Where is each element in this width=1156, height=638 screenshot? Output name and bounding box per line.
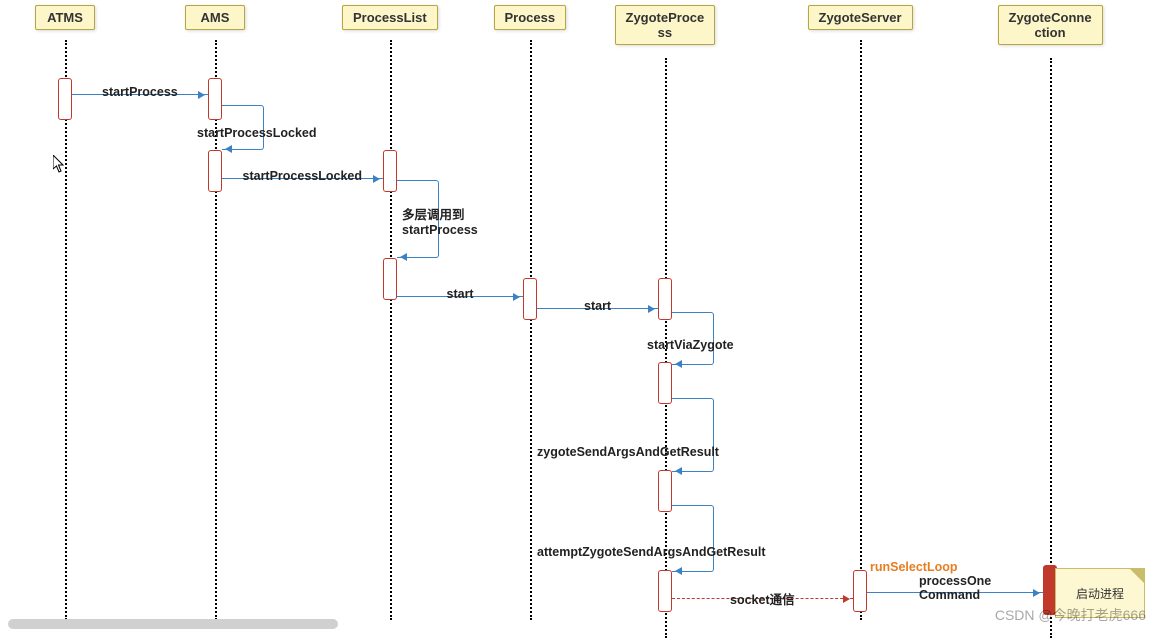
message-label-3: 多层调用到startProcess (402, 204, 478, 237)
activation-ams-2 (208, 150, 222, 192)
activation-ams-1 (208, 78, 222, 120)
participant-zygoteconnection: ZygoteConnection (998, 5, 1103, 45)
lifeline-zygoteserver (860, 40, 862, 620)
message-label-10: processOneCommand (919, 574, 991, 602)
message-label-6: startViaZygote (647, 338, 734, 352)
message-label-8: attemptZygoteSendArgsAndGetResult (537, 545, 766, 559)
cursor-icon (53, 155, 65, 173)
participant-processlist: ProcessList (342, 5, 438, 30)
participant-ams: AMS (185, 5, 245, 30)
message-label-9: socket通信 (730, 589, 795, 608)
horizontal-scrollbar[interactable] (8, 619, 338, 629)
extra-label-0: runSelectLoop (870, 560, 958, 574)
activation-atms-0 (58, 78, 72, 120)
message-label-5: start (584, 299, 611, 313)
activation-process-5 (523, 278, 537, 320)
participant-atms: ATMS (35, 5, 95, 30)
participant-zygoteserver: ZygoteServer (808, 5, 913, 30)
lifeline-processlist (390, 40, 392, 620)
message-label-1: startProcessLocked (197, 126, 317, 140)
participant-process: Process (494, 5, 567, 30)
lifeline-atms (65, 40, 67, 620)
participant-zygoteprocess: ZygoteProcess (615, 5, 716, 45)
activation-zygoteserver-10 (853, 570, 867, 612)
self-call-7 (672, 398, 714, 472)
message-label-7: zygoteSendArgsAndGetResult (537, 445, 719, 459)
watermark: CSDN @今晚打老虎666 (995, 605, 1146, 625)
activation-processlist-3 (383, 150, 397, 192)
self-call-8 (672, 505, 714, 572)
lifeline-zygoteconnection (1050, 58, 1052, 638)
activation-processlist-4 (383, 258, 397, 300)
activation-zygoteprocess-6 (658, 278, 672, 320)
message-label-0: startProcess (102, 85, 178, 99)
activation-zygoteprocess-9 (658, 570, 672, 612)
message-label-2: startProcessLocked (243, 169, 363, 183)
activation-zygoteprocess-8 (658, 470, 672, 512)
lifeline-process (530, 40, 532, 620)
message-label-4: start (447, 287, 474, 301)
activation-zygoteprocess-7 (658, 362, 672, 404)
